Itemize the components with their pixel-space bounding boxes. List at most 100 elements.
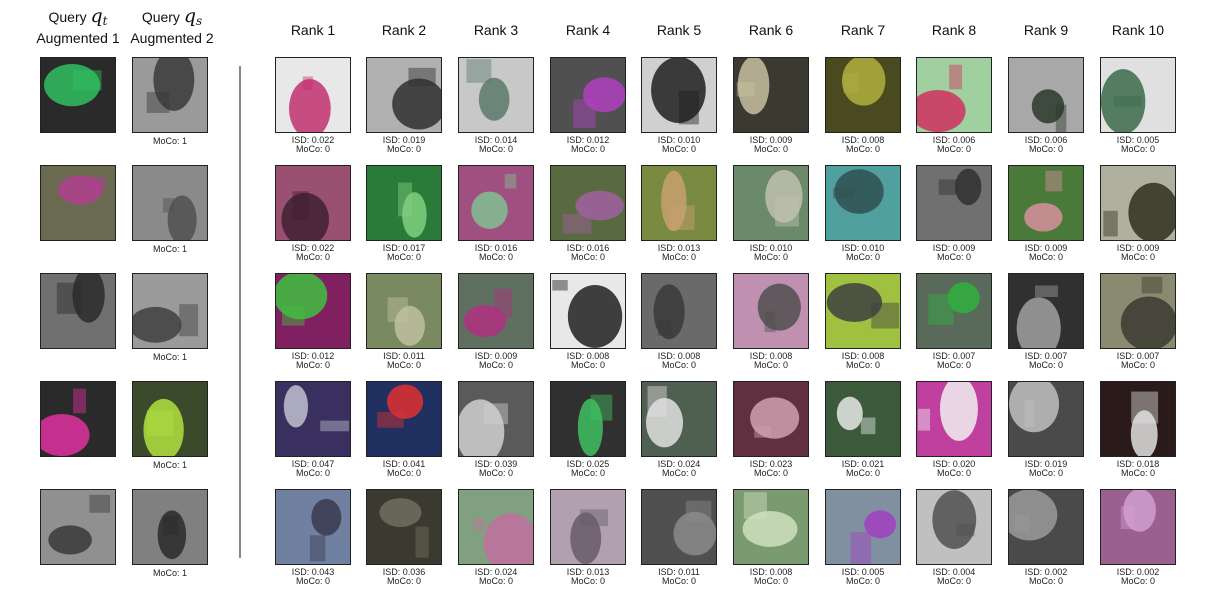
moco-score: MoCo: 0 bbox=[936, 468, 971, 478]
rank-header: Rank 4 bbox=[565, 22, 611, 38]
result-caption: ISD: 0.010 MoCo: 0 bbox=[726, 244, 816, 262]
result-image bbox=[641, 273, 717, 349]
result-caption: ISD: 0.006 MoCo: 0 bbox=[1001, 136, 1091, 154]
isd-score: ISD: 0.009 bbox=[932, 243, 976, 253]
isd-score: ISD: 0.043 bbox=[291, 567, 335, 577]
moco-score: MoCo: 0 bbox=[845, 144, 880, 154]
moco-score: MoCo: 0 bbox=[478, 252, 513, 262]
result-caption: ISD: 0.039 MoCo: 0 bbox=[451, 460, 541, 478]
result-caption: ISD: 0.011 MoCo: 0 bbox=[359, 352, 449, 370]
moco-score: MoCo: 0 bbox=[1120, 360, 1155, 370]
moco-score: MoCo: 0 bbox=[661, 252, 696, 262]
isd-score: ISD: 0.008 bbox=[566, 351, 610, 361]
isd-score: ISD: 0.004 bbox=[932, 567, 976, 577]
result-image bbox=[550, 381, 626, 457]
result-caption: ISD: 0.025 MoCo: 0 bbox=[543, 460, 633, 478]
result-caption: ISD: 0.017 MoCo: 0 bbox=[359, 244, 449, 262]
result-image bbox=[916, 57, 992, 133]
isd-score: ISD: 0.010 bbox=[841, 243, 885, 253]
isd-score: ISD: 0.009 bbox=[1024, 243, 1068, 253]
isd-score: ISD: 0.005 bbox=[841, 567, 885, 577]
moco-score: MoCo: 0 bbox=[753, 576, 788, 586]
result-image bbox=[825, 273, 901, 349]
query-augmented-2-image bbox=[132, 273, 208, 349]
result-image bbox=[916, 381, 992, 457]
isd-score: ISD: 0.009 bbox=[1116, 243, 1160, 253]
query-augmented-1-image bbox=[40, 381, 116, 457]
moco-score: MoCo: 0 bbox=[845, 360, 880, 370]
isd-score: ISD: 0.024 bbox=[474, 567, 518, 577]
isd-score: ISD: 0.023 bbox=[749, 459, 793, 469]
result-caption: ISD: 0.004 MoCo: 0 bbox=[909, 568, 999, 586]
moco-score: MoCo: 0 bbox=[661, 360, 696, 370]
result-image bbox=[1100, 165, 1176, 241]
result-image bbox=[733, 165, 809, 241]
isd-score: ISD: 0.041 bbox=[382, 459, 426, 469]
result-caption: ISD: 0.012 MoCo: 0 bbox=[268, 352, 358, 370]
moco-score: MoCo: 0 bbox=[386, 360, 421, 370]
result-image bbox=[825, 381, 901, 457]
query-source-header: Query qs Augmented 2 bbox=[124, 7, 220, 47]
query-augmented-2-image bbox=[132, 165, 208, 241]
result-caption: ISD: 0.019 MoCo: 0 bbox=[1001, 460, 1091, 478]
isd-score: ISD: 0.011 bbox=[658, 567, 700, 577]
result-caption: ISD: 0.008 MoCo: 0 bbox=[818, 136, 908, 154]
result-image bbox=[1100, 57, 1176, 133]
result-caption: ISD: 0.016 MoCo: 0 bbox=[451, 244, 541, 262]
isd-score: ISD: 0.017 bbox=[382, 243, 426, 253]
result-image bbox=[916, 273, 992, 349]
result-image bbox=[550, 57, 626, 133]
query-target-symbol: qt bbox=[90, 5, 108, 29]
result-image bbox=[1008, 489, 1084, 565]
query-moco-caption: MoCo: 1 bbox=[152, 460, 187, 470]
isd-score: ISD: 0.014 bbox=[474, 135, 518, 145]
augmented-1-label: Augmented 1 bbox=[36, 30, 120, 46]
query-augmented-1-image bbox=[40, 273, 116, 349]
moco-score: MoCo: 0 bbox=[295, 360, 330, 370]
moco-score: MoCo: 0 bbox=[570, 252, 605, 262]
rank-header: Rank 8 bbox=[931, 22, 977, 38]
moco-score: MoCo: 0 bbox=[661, 144, 696, 154]
isd-score: ISD: 0.005 bbox=[1116, 135, 1160, 145]
result-image bbox=[275, 489, 351, 565]
isd-score: ISD: 0.022 bbox=[291, 135, 335, 145]
moco-score: MoCo: 0 bbox=[570, 576, 605, 586]
result-caption: ISD: 0.041 MoCo: 0 bbox=[359, 460, 449, 478]
result-caption: ISD: 0.011 MoCo: 0 bbox=[634, 568, 724, 586]
result-caption: ISD: 0.005 MoCo: 0 bbox=[818, 568, 908, 586]
column-divider bbox=[239, 66, 241, 558]
isd-score: ISD: 0.025 bbox=[566, 459, 610, 469]
result-caption: ISD: 0.014 MoCo: 0 bbox=[451, 136, 541, 154]
result-caption: ISD: 0.019 MoCo: 0 bbox=[359, 136, 449, 154]
result-caption: ISD: 0.009 MoCo: 0 bbox=[726, 136, 816, 154]
isd-score: ISD: 0.008 bbox=[749, 567, 793, 577]
moco-score: MoCo: 0 bbox=[570, 468, 605, 478]
result-image bbox=[550, 489, 626, 565]
query-augmented-2-image bbox=[132, 57, 208, 133]
isd-score: ISD: 0.008 bbox=[841, 351, 885, 361]
result-caption: ISD: 0.020 MoCo: 0 bbox=[909, 460, 999, 478]
isd-score: ISD: 0.012 bbox=[566, 135, 610, 145]
result-caption: ISD: 0.013 MoCo: 0 bbox=[543, 568, 633, 586]
result-image bbox=[733, 57, 809, 133]
result-image bbox=[916, 165, 992, 241]
isd-score: ISD: 0.009 bbox=[474, 351, 518, 361]
moco-score: MoCo: 0 bbox=[1120, 576, 1155, 586]
result-image bbox=[1008, 273, 1084, 349]
result-image bbox=[550, 165, 626, 241]
moco-score: MoCo: 0 bbox=[753, 144, 788, 154]
moco-score: MoCo: 0 bbox=[753, 252, 788, 262]
moco-score: MoCo: 0 bbox=[386, 252, 421, 262]
rank-header: Rank 7 bbox=[840, 22, 886, 38]
rank-header: Rank 5 bbox=[656, 22, 702, 38]
result-caption: ISD: 0.024 MoCo: 0 bbox=[451, 568, 541, 586]
isd-score: ISD: 0.002 bbox=[1024, 567, 1068, 577]
query-augmented-1-image bbox=[40, 165, 116, 241]
result-image bbox=[458, 165, 534, 241]
result-caption: ISD: 0.022 MoCo: 0 bbox=[268, 136, 358, 154]
result-image bbox=[1008, 57, 1084, 133]
isd-score: ISD: 0.002 bbox=[1116, 567, 1160, 577]
query-moco-caption: MoCo: 1 bbox=[152, 352, 187, 362]
result-caption: ISD: 0.023 MoCo: 0 bbox=[726, 460, 816, 478]
isd-score: ISD: 0.010 bbox=[749, 243, 793, 253]
